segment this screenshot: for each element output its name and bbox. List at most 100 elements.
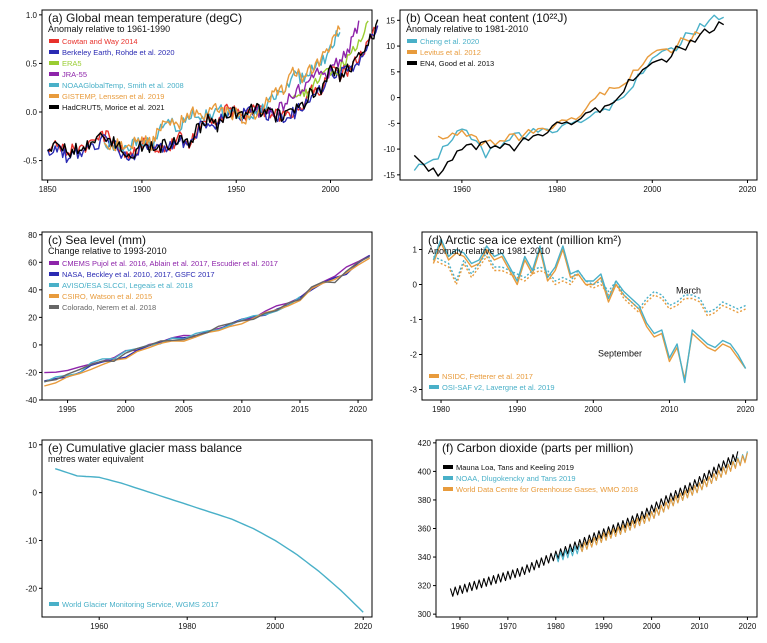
series-line-f-2	[579, 452, 748, 553]
panel-subtitle: Anomaly relative to 1981-2010	[428, 246, 550, 256]
y-tick-label: 40	[28, 286, 37, 295]
y-tick-label: 320	[418, 582, 432, 591]
x-tick-label: 1980	[432, 405, 450, 414]
legend-entry: JRA-55	[62, 70, 87, 79]
legend-swatch	[407, 50, 417, 54]
legend-swatch	[429, 374, 439, 378]
legend-entry: NASA, Beckley et al. 2010, 2017, GSFC 20…	[62, 270, 215, 279]
series-line-f-0	[449, 451, 739, 597]
plot-frame-c	[41, 231, 373, 401]
y-tick-label: -5	[388, 119, 396, 128]
panel-title: (a) Global mean temperature (degC)	[48, 11, 242, 25]
series-line-d-3	[433, 252, 746, 314]
x-tick-label: 2020	[739, 185, 757, 194]
legend-swatch	[443, 487, 453, 491]
x-tick-label: 1990	[508, 405, 526, 414]
y-tick-label: -2	[410, 351, 418, 360]
x-tick-label: 1950	[227, 185, 245, 194]
legend-entry: Colorado, Nerem et al. 2018	[62, 303, 156, 312]
y-tick-label: 420	[418, 439, 432, 448]
panel-f: 1960 1970 1980 1990 2000 2010 2020 300 320 340 360…	[418, 439, 758, 631]
y-tick-label: 360	[418, 525, 432, 534]
y-tick-label: 300	[418, 610, 432, 619]
legend-entry: CSIRO, Watson et al. 2015	[62, 292, 152, 301]
panel-title: (f) Carbon dioxide (parts per million)	[442, 441, 633, 455]
y-tick-label: -40	[25, 396, 37, 405]
y-tick-label: 0	[391, 94, 396, 103]
x-tick-label: 1960	[451, 622, 469, 631]
legend-swatch	[443, 476, 453, 480]
x-tick-label: 2000	[643, 622, 661, 631]
legend-swatch	[429, 385, 439, 389]
legend-entry: Berkeley Earth, Rohde et al. 2020	[62, 48, 175, 57]
x-tick-label: 2020	[354, 622, 372, 631]
y-tick-label: 20	[28, 313, 37, 322]
series-line-d-0	[432, 241, 747, 380]
panel-a: 1850 1900 1950 2000 -0.5 0.0 0.5 1.0 (a) Global …	[23, 9, 379, 194]
x-tick-label: 2000	[266, 622, 284, 631]
y-tick-label: 0	[413, 281, 418, 290]
legend-entry: EN4, Good et al. 2013	[420, 59, 494, 68]
series-line-c-4	[44, 255, 371, 383]
panel-subtitle: metres water equivalent	[48, 454, 144, 464]
y-tick-label: 0	[33, 341, 38, 350]
panel-e: 1960 1980 2000 2020 -20 -10 0 10 (e) Cumulative …	[25, 439, 373, 631]
legend-swatch	[49, 72, 59, 76]
series-line-e-0	[54, 468, 364, 613]
x-tick-label: 2005	[175, 405, 193, 414]
legend-entry: NSIDC, Fetterer et al. 2017	[442, 372, 533, 381]
x-tick-label: 2010	[691, 622, 709, 631]
x-tick-label: 1990	[595, 622, 613, 631]
legend-swatch	[407, 61, 417, 65]
legend-entry: CMEMS Pujol et al. 2016, Ablain et al. 2…	[62, 259, 278, 268]
x-tick-label: 2020	[349, 405, 367, 414]
legend-swatch	[49, 283, 59, 287]
y-tick-label: -0.5	[23, 157, 37, 166]
y-tick-label: 10	[28, 441, 37, 450]
x-tick-label: 2015	[291, 405, 309, 414]
x-tick-label: 2020	[739, 622, 757, 631]
legend-swatch	[49, 39, 59, 43]
x-tick-label: 2010	[661, 405, 679, 414]
plot-frame-d	[421, 231, 758, 401]
y-tick-label: 380	[418, 496, 432, 505]
x-tick-label: 2020	[737, 405, 755, 414]
plot-frame-b	[399, 9, 758, 181]
panel-subtitle: Anomaly relative to 1961-1990	[48, 24, 170, 34]
x-tick-label: 2000	[584, 405, 602, 414]
x-tick-label: 2000	[322, 185, 340, 194]
legend-entry: Mauna Loa, Tans and Keeling 2019	[456, 463, 574, 472]
legend-swatch	[49, 105, 59, 109]
x-tick-label: 1850	[39, 185, 57, 194]
y-tick-label: 5	[391, 68, 396, 77]
series-line-a-2	[292, 20, 369, 99]
x-tick-label: 1980	[547, 622, 565, 631]
x-tick-label: 1960	[90, 622, 108, 631]
legend-entry: HadCRUT5, Morice et al. 2021	[62, 103, 165, 112]
panel-c: 1995 2000 2005 2010 2015 2020 -40 -20 0 20 40 60 80 (…	[25, 231, 373, 414]
legend-swatch	[49, 294, 59, 298]
y-tick-label: -20	[25, 584, 37, 593]
legend-entry: Cowtan and Way 2014	[62, 37, 138, 46]
x-tick-label: 1960	[453, 185, 471, 194]
legend-swatch	[49, 261, 59, 265]
legend-entry: NOAAGlobalTemp, Smith et al. 2008	[62, 81, 184, 90]
y-tick-label: 340	[418, 553, 432, 562]
legend-entry: AVISO/ESA SLCCI, Legeais et al. 2018	[62, 281, 193, 290]
series-line-b-2	[413, 21, 725, 177]
legend-swatch	[49, 83, 59, 87]
panel-title: (d) Arctic sea ice extent (million km²)	[428, 233, 621, 247]
x-tick-label: 2000	[643, 185, 661, 194]
series-line-d-1	[432, 238, 747, 384]
legend-entry: World Glacier Monitoring Service, WGMS 2…	[62, 600, 219, 609]
y-tick-label: -15	[383, 171, 395, 180]
legend-swatch	[49, 61, 59, 65]
panel-subtitle: Change relative to 1993-2010	[48, 246, 167, 256]
plot-frame-e	[41, 439, 373, 618]
y-tick-label: 1	[413, 246, 418, 255]
x-tick-label: 1980	[178, 622, 196, 631]
legend-entry: ERA5	[62, 59, 82, 68]
panel-title: (b) Ocean heat content (10²²J)	[406, 11, 567, 25]
legend-swatch	[49, 272, 59, 276]
x-tick-label: 2010	[233, 405, 251, 414]
